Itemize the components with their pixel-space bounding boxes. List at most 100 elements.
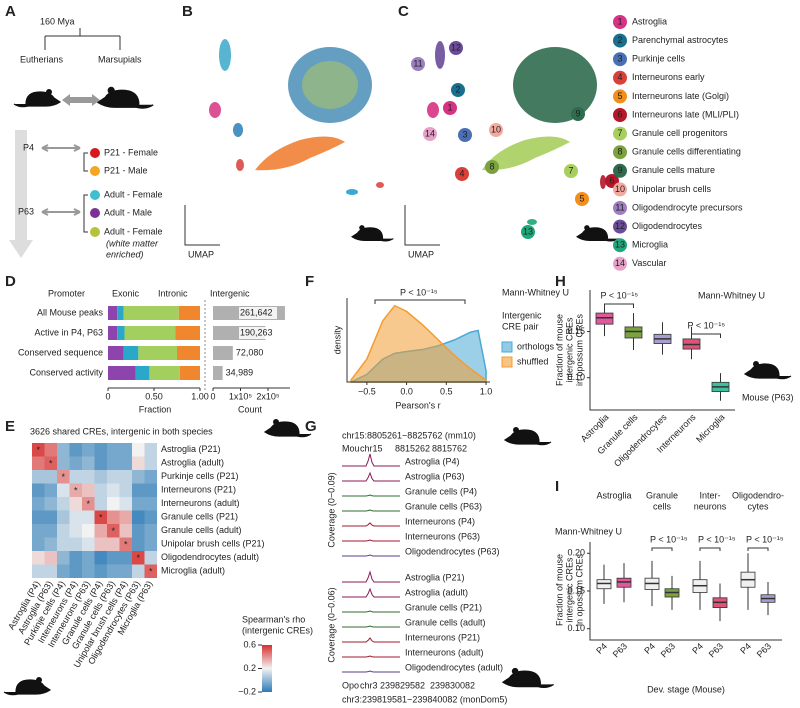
heatmap-cell [94, 497, 107, 511]
heatmap-cell [119, 497, 132, 511]
y-axis-label: intergenic CREs [564, 317, 574, 383]
heatmap-cell [32, 497, 45, 511]
cluster-marker [455, 167, 469, 181]
legend-title: Intergenic [502, 310, 542, 320]
heatmap-cell [119, 564, 132, 578]
x-tick-label: −0.5 [358, 386, 376, 396]
y-axis-label: intergenic CREs [564, 557, 574, 623]
track-label: Granule cells (P21) [405, 602, 482, 612]
heatmap-cell [119, 524, 132, 538]
cluster [236, 159, 244, 171]
row-label: Unipolar brush cells (P21) [161, 539, 265, 549]
animal-ear [273, 419, 279, 425]
coordinate-label: chr3 [360, 680, 378, 690]
legend-label: Exonic [112, 288, 140, 298]
row-label: Interneurons (P21) [161, 485, 236, 495]
legend-swatch [613, 15, 627, 29]
legend-label: Purkinje cells [632, 54, 686, 64]
x-tick-label: P63 [755, 641, 773, 659]
label-bg [239, 307, 277, 319]
row-label: Interneurons (adult) [161, 498, 240, 508]
heatmap-cell [94, 456, 107, 470]
legend-swatch [613, 238, 627, 253]
heatmap-cell [119, 483, 132, 497]
legend-label: Interneurons late (MLI/PLI) [632, 109, 739, 119]
track-label: Granule cells (P4) [405, 486, 477, 496]
cluster [482, 136, 570, 171]
legend-number: 10 [615, 184, 625, 194]
panel-label: F [305, 273, 314, 290]
x-tick-label: 0 [210, 391, 215, 401]
heatmap-cell [44, 443, 57, 457]
heatmap-cell [132, 551, 145, 565]
cluster-marker [458, 128, 472, 142]
heatmap-cell [94, 470, 107, 484]
legend-number: 12 [615, 221, 625, 231]
umap-b [209, 39, 384, 195]
label-bg [239, 327, 277, 339]
significance-marker: * [61, 472, 65, 482]
bar-segment [123, 306, 179, 320]
x-tick-label: P4 [690, 641, 705, 656]
cluster-marker [423, 127, 437, 141]
count-label: 72,080 [236, 347, 264, 357]
panel-label: E [5, 418, 15, 435]
box [595, 312, 614, 325]
heatmap-cell [57, 524, 70, 538]
x-axis-label: Dev. stage (Mouse) [647, 684, 725, 694]
significance-marker: * [36, 445, 40, 455]
coverage-track [342, 509, 400, 512]
heatmap-cell [94, 524, 107, 538]
coverage-label: Coverage (0−0.09) [326, 472, 336, 547]
label-bg [224, 367, 263, 379]
legend-label: Granule cells differentiating [632, 147, 741, 157]
bar-segment [175, 326, 200, 340]
heatmap-cell [132, 470, 145, 484]
x-tick-label: 0.50 [145, 391, 163, 401]
sample-label: Adult - Female [104, 226, 163, 236]
axes [346, 298, 490, 383]
cluster [302, 61, 358, 109]
animal-body [351, 227, 394, 242]
legend-label: Granule cells mature [632, 165, 715, 175]
cluster [427, 102, 439, 118]
animal-icon [501, 667, 554, 688]
animal-body [743, 363, 792, 380]
row-label: Conserved sequence [18, 347, 103, 357]
heatmap-cell [44, 456, 57, 470]
heatmap-cell [44, 564, 57, 578]
clade-left: Eutherians [20, 54, 64, 64]
annotation: P < 10⁻¹⁵ [746, 534, 784, 544]
heatmap-cell [44, 470, 57, 484]
y-axis-label: Fraction of mouse [554, 314, 564, 386]
track-label: Oligodendrocytes (P63) [405, 546, 500, 556]
cluster-number: 5 [579, 193, 584, 203]
heatmap-cell [32, 456, 45, 470]
x-tick-label: Oligodendrocytes [612, 412, 669, 469]
significance-marker: * [74, 485, 78, 495]
stage-arrow [41, 208, 81, 216]
cluster-marker [443, 101, 457, 115]
heatmap-cell [69, 524, 82, 538]
heatmap-cell [119, 510, 132, 524]
heatmap-cell [44, 537, 57, 551]
heatmap-cell [69, 483, 82, 497]
count-label: 261,642 [240, 307, 273, 317]
sample-dot [90, 227, 100, 237]
legend-swatch [613, 33, 627, 48]
coverage-track [342, 625, 400, 628]
bar-segment [117, 326, 125, 340]
x-tick-label: P63 [659, 641, 677, 659]
significance-marker: * [136, 553, 140, 563]
legend-label: Intergenic [210, 288, 250, 298]
row-label: Astroglia (adult) [161, 458, 224, 468]
coordinate-label: Opo [342, 680, 359, 690]
legend-number: 7 [617, 128, 622, 138]
cluster-marker [521, 225, 535, 239]
heatmap-cell [32, 564, 45, 578]
significance-marker: * [149, 566, 153, 576]
stage: P4 [23, 142, 34, 152]
legend-label: Oligodendrocyte precursors [632, 202, 743, 212]
heatmap-cell [32, 510, 45, 524]
